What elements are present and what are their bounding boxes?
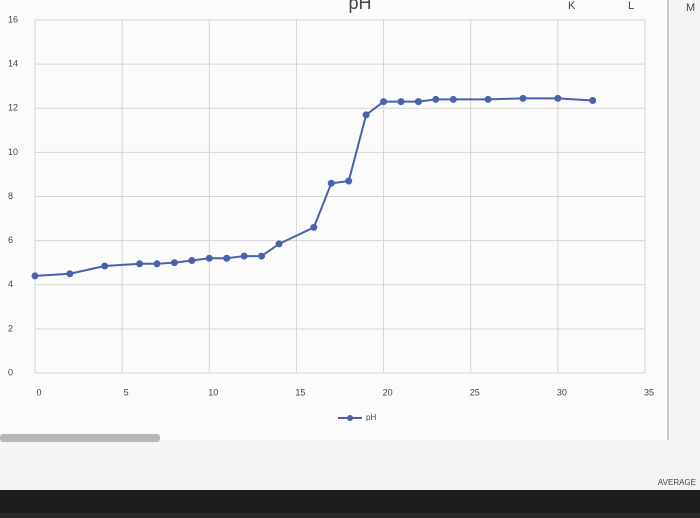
data-point [484, 95, 492, 103]
y-tick-label: 16 [8, 14, 18, 24]
column-header[interactable]: M [686, 2, 695, 14]
data-point [31, 272, 39, 280]
data-point [66, 270, 74, 278]
data-point [432, 95, 440, 103]
y-tick-label: 10 [8, 147, 18, 157]
data-point [327, 179, 335, 187]
x-tick-label: 0 [36, 387, 41, 397]
x-tick-label: 25 [470, 387, 480, 397]
data-point [397, 98, 405, 106]
x-tick-label: 35 [644, 387, 654, 397]
data-point [589, 97, 597, 105]
data-point [449, 95, 457, 103]
data-point [170, 259, 178, 267]
data-point [275, 240, 283, 248]
x-tick-label: 30 [557, 387, 567, 397]
x-tick-label: 5 [124, 387, 129, 397]
legend-marker [347, 415, 353, 421]
data-point [554, 94, 562, 102]
y-tick-label: 8 [8, 191, 13, 201]
data-point [380, 98, 388, 106]
chart-title: pH [348, 0, 371, 13]
data-point [345, 177, 353, 185]
data-point [414, 98, 422, 106]
data-point [362, 111, 370, 119]
data-point [188, 256, 196, 264]
y-tick-label: 12 [8, 103, 18, 113]
column-header[interactable]: K [568, 0, 576, 12]
x-tick-label: 15 [295, 387, 305, 397]
bezel [0, 490, 700, 513]
y-tick-label: 0 [8, 367, 13, 377]
data-point [310, 223, 318, 231]
y-tick-label: 4 [8, 279, 13, 289]
data-point [101, 262, 109, 270]
data-point [153, 260, 161, 268]
data-point [519, 94, 527, 102]
data-point [240, 252, 248, 260]
legend-label: pH [366, 413, 376, 422]
data-point [205, 254, 213, 262]
x-tick-label: 20 [383, 387, 393, 397]
x-tick-label: 10 [208, 387, 218, 397]
data-point [136, 260, 144, 268]
y-tick-label: 14 [8, 59, 18, 69]
data-point [223, 254, 231, 262]
cell-text[interactable]: AVERAGE [658, 478, 696, 487]
chart-area [0, 0, 668, 440]
scrollbar[interactable] [0, 434, 160, 442]
data-point [258, 252, 266, 260]
y-tick-label: 2 [8, 323, 13, 333]
column-header[interactable]: L [628, 0, 634, 12]
y-tick-label: 6 [8, 235, 13, 245]
